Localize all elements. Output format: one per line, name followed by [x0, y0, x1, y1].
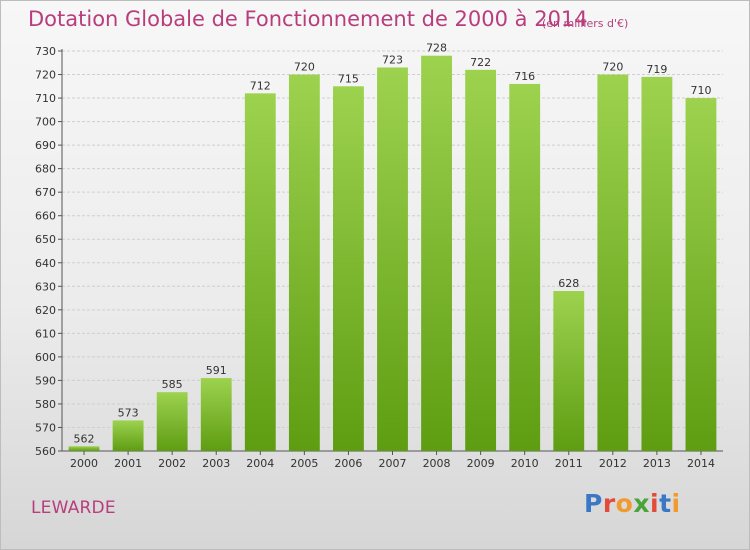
bar-value-label: 585 — [162, 378, 183, 391]
x-tick-label: 2006 — [334, 457, 362, 470]
y-tick-label: 650 — [35, 233, 56, 246]
bar-value-label: 710 — [690, 84, 711, 97]
y-tick-label: 680 — [35, 163, 56, 176]
y-tick-label: 720 — [35, 69, 56, 82]
x-tick-label: 2007 — [379, 457, 407, 470]
bars — [68, 55, 717, 452]
bar-value-label: 628 — [558, 277, 579, 290]
y-tick-label: 580 — [35, 398, 56, 411]
bar — [421, 55, 452, 452]
bar-value-label: 712 — [250, 79, 271, 92]
bar — [377, 67, 408, 452]
logo-letter: i — [650, 489, 660, 518]
y-tick-label: 630 — [35, 280, 56, 293]
y-tick-label: 640 — [35, 257, 56, 270]
chart-subtitle: (en milliers d'€) — [542, 17, 629, 30]
x-tick-label: 2002 — [158, 457, 186, 470]
bar-value-label: 728 — [426, 42, 447, 55]
bar — [641, 76, 673, 451]
y-tick-label: 670 — [35, 186, 56, 199]
bar — [465, 69, 497, 451]
logo-letter: x — [633, 489, 650, 518]
y-tick-label: 560 — [35, 445, 56, 458]
bar — [200, 378, 232, 451]
commune-name: LEWARDE — [31, 498, 116, 518]
y-tick-label: 730 — [35, 45, 56, 58]
y-tick-label: 710 — [35, 92, 56, 105]
x-tick-label: 2009 — [467, 457, 495, 470]
bar-value-label: 715 — [338, 72, 359, 85]
bar — [68, 446, 100, 451]
y-tick-label: 570 — [35, 421, 56, 434]
bar-value-label: 562 — [74, 432, 95, 445]
bar — [156, 392, 188, 451]
x-tick-label: 2000 — [70, 457, 98, 470]
y-tick-label: 590 — [35, 374, 56, 387]
bar — [288, 74, 320, 451]
bar-value-label: 719 — [646, 63, 667, 76]
value-labels: 562 573 585 591 712 720 715 723 728 722 716 628 720 7… — [74, 42, 712, 446]
logo-letter: i — [671, 489, 681, 518]
bar — [553, 291, 585, 451]
bar-value-label: 591 — [206, 364, 227, 377]
bar-value-label: 716 — [514, 70, 535, 83]
x-tick-label: 2001 — [114, 457, 142, 470]
y-tick-label: 610 — [35, 327, 56, 340]
bar-value-label: 722 — [470, 56, 491, 69]
logo-letter: t — [659, 489, 672, 518]
x-tick-label: 2011 — [555, 457, 583, 470]
bar-value-label: 720 — [294, 61, 315, 74]
y-tick-label: 700 — [35, 116, 56, 129]
bar-value-label: 720 — [602, 61, 623, 74]
bar — [244, 93, 276, 452]
chart-title: Dotation Globale de Fonctionnement de 20… — [28, 7, 588, 31]
y-tick-label: 620 — [35, 304, 56, 317]
bar-value-label: 723 — [382, 53, 403, 66]
bar — [597, 74, 629, 451]
proxiti-logo: Proxiti — [584, 489, 681, 518]
logo-letter: P — [584, 489, 603, 518]
bar — [509, 83, 541, 452]
x-tick-label: 2012 — [599, 457, 627, 470]
x-tick-label: 2004 — [246, 457, 274, 470]
logo-letter: o — [615, 489, 634, 518]
y-tick-label: 690 — [35, 139, 56, 152]
y-tick-label: 600 — [35, 351, 56, 364]
bar — [333, 86, 364, 451]
x-tick-label: 2013 — [643, 457, 671, 470]
logo-letter: r — [602, 489, 616, 518]
bar-value-label: 573 — [118, 406, 139, 419]
x-tick-label: 2010 — [511, 457, 539, 470]
y-tick-label: 660 — [35, 210, 56, 223]
bar — [112, 420, 144, 451]
x-tick-label: 2008 — [423, 457, 451, 470]
bar — [685, 98, 717, 451]
x-tick-label: 2005 — [290, 457, 318, 470]
x-tick-label: 2003 — [202, 457, 230, 470]
x-tick-label: 2014 — [687, 457, 715, 470]
